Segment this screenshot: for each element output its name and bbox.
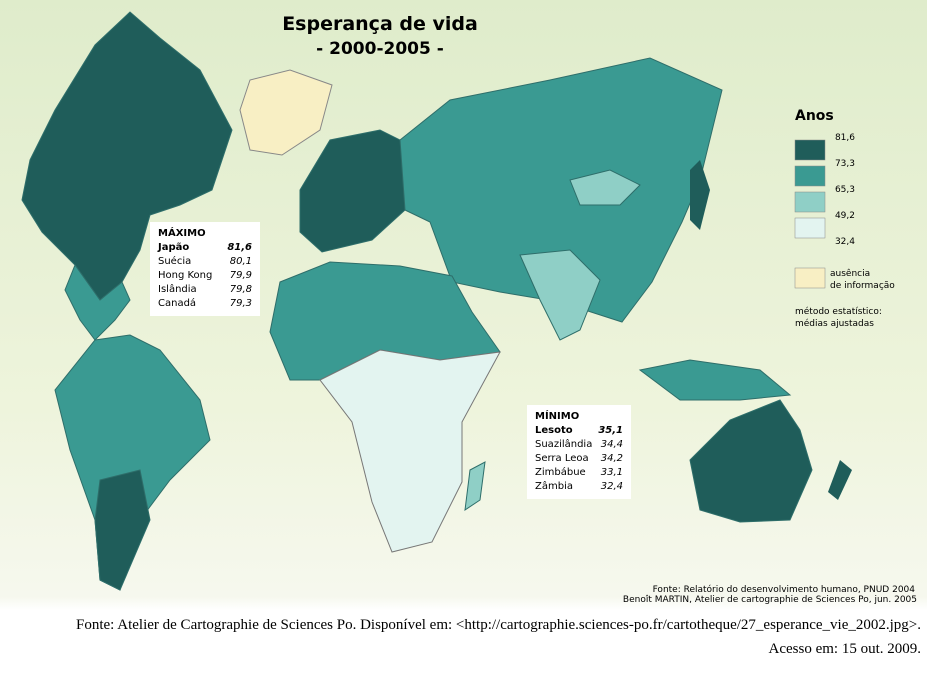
life-expectancy: 34,4: [600, 439, 623, 450]
southeast-asia: [638, 359, 792, 401]
legend-break: 65,3: [835, 185, 855, 195]
caption: Fonte: Atelier de Cartographie de Scienc…: [76, 617, 921, 633]
australia: [689, 399, 813, 523]
table-row: Canadá 79,3: [158, 297, 252, 311]
life-expectancy: 33,1: [600, 467, 623, 478]
life-expectancy: 79,3: [229, 298, 252, 309]
life-expectancy: 79,9: [229, 270, 252, 281]
madagascar: [464, 461, 486, 512]
legend-title: Anos: [795, 108, 834, 124]
table-row: Suécia 80,1: [158, 255, 252, 269]
table-row: Japão 81,6: [158, 241, 252, 255]
north-america: [21, 11, 233, 301]
country: Japão: [158, 242, 190, 253]
legend-break: 32,4: [835, 237, 855, 247]
mongolia: [569, 169, 641, 206]
legend-method: médias ajustadas: [795, 318, 874, 329]
country: Suécia: [158, 256, 192, 267]
table-row: Lesoto 35,1: [535, 424, 623, 438]
legend-swatch: [794, 191, 826, 213]
country: Hong Kong: [158, 270, 213, 281]
legend-break: 49,2: [835, 211, 855, 221]
legend-swatch: [794, 139, 826, 161]
map-subtitle: - 2000-2005 -: [316, 39, 444, 59]
table-row: Suazilândia 34,4: [535, 438, 623, 452]
greenland: [239, 69, 333, 156]
map-source: Fonte: Relatório do desenvolvimento huma…: [653, 584, 916, 595]
life-expectancy: 34,2: [600, 453, 623, 464]
life-expectancy: 81,6: [227, 242, 252, 253]
life-expectancy: 79,8: [229, 284, 252, 295]
legend-swatch: [794, 267, 826, 289]
map-title: Esperança de vida: [282, 13, 478, 35]
country: Canadá: [158, 298, 197, 309]
japan: [690, 160, 710, 230]
country: Zimbábue: [535, 467, 586, 478]
life-expectancy: 35,1: [598, 425, 623, 436]
maximum-table: MÁXIMO Japão 81,6 Suécia 80,1 Hong Kong 79,9 Is…: [150, 222, 260, 316]
sub-saharan-africa: [319, 349, 501, 553]
legend-no-data: ausência: [830, 268, 870, 279]
table-title: MÍNIMO: [535, 411, 580, 422]
table-row: Hong Kong 79,9: [158, 269, 252, 283]
legend-break: 81,6: [835, 133, 855, 143]
legend: 81,6 73,3 65,3 49,2 32,4: [794, 133, 855, 289]
map-source: Benoît MARTIN, Atelier de cartographie d…: [622, 595, 917, 605]
life-expectancy: 80,1: [229, 256, 252, 267]
argentina-chile: [94, 469, 151, 591]
legend-break: 73,3: [835, 159, 855, 169]
table-title: MÁXIMO: [158, 228, 206, 239]
table-row: Islândia 79,8: [158, 283, 252, 297]
country: Islândia: [158, 284, 197, 295]
table-row: Zimbábue 33,1: [535, 466, 623, 480]
country: Suazilândia: [535, 439, 593, 450]
table-row: Zâmbia 32,4: [535, 480, 623, 494]
country: Zâmbia: [535, 481, 573, 492]
legend-no-data: de informação: [830, 281, 895, 291]
country: Serra Leoa: [535, 453, 589, 464]
central-america: [64, 263, 131, 341]
new-zealand: [828, 460, 852, 500]
country: Lesoto: [535, 425, 573, 436]
india: [519, 249, 601, 341]
caption: Acesso em: 15 out. 2009.: [768, 641, 921, 657]
asia: [399, 57, 723, 323]
legend-swatch: [794, 217, 826, 239]
table-row: Serra Leoa 34,2: [535, 452, 623, 466]
life-expectancy: 32,4: [600, 481, 623, 492]
legend-method: método estatístico:: [795, 306, 882, 317]
legend-swatch: [794, 165, 826, 187]
map: Esperança de vida - 2000-2005 - Anos 81,…: [21, 11, 916, 595]
minimum-table: MÍNIMO Lesoto 35,1 Suazilândia 34,4 Serra Leo…: [527, 405, 631, 499]
